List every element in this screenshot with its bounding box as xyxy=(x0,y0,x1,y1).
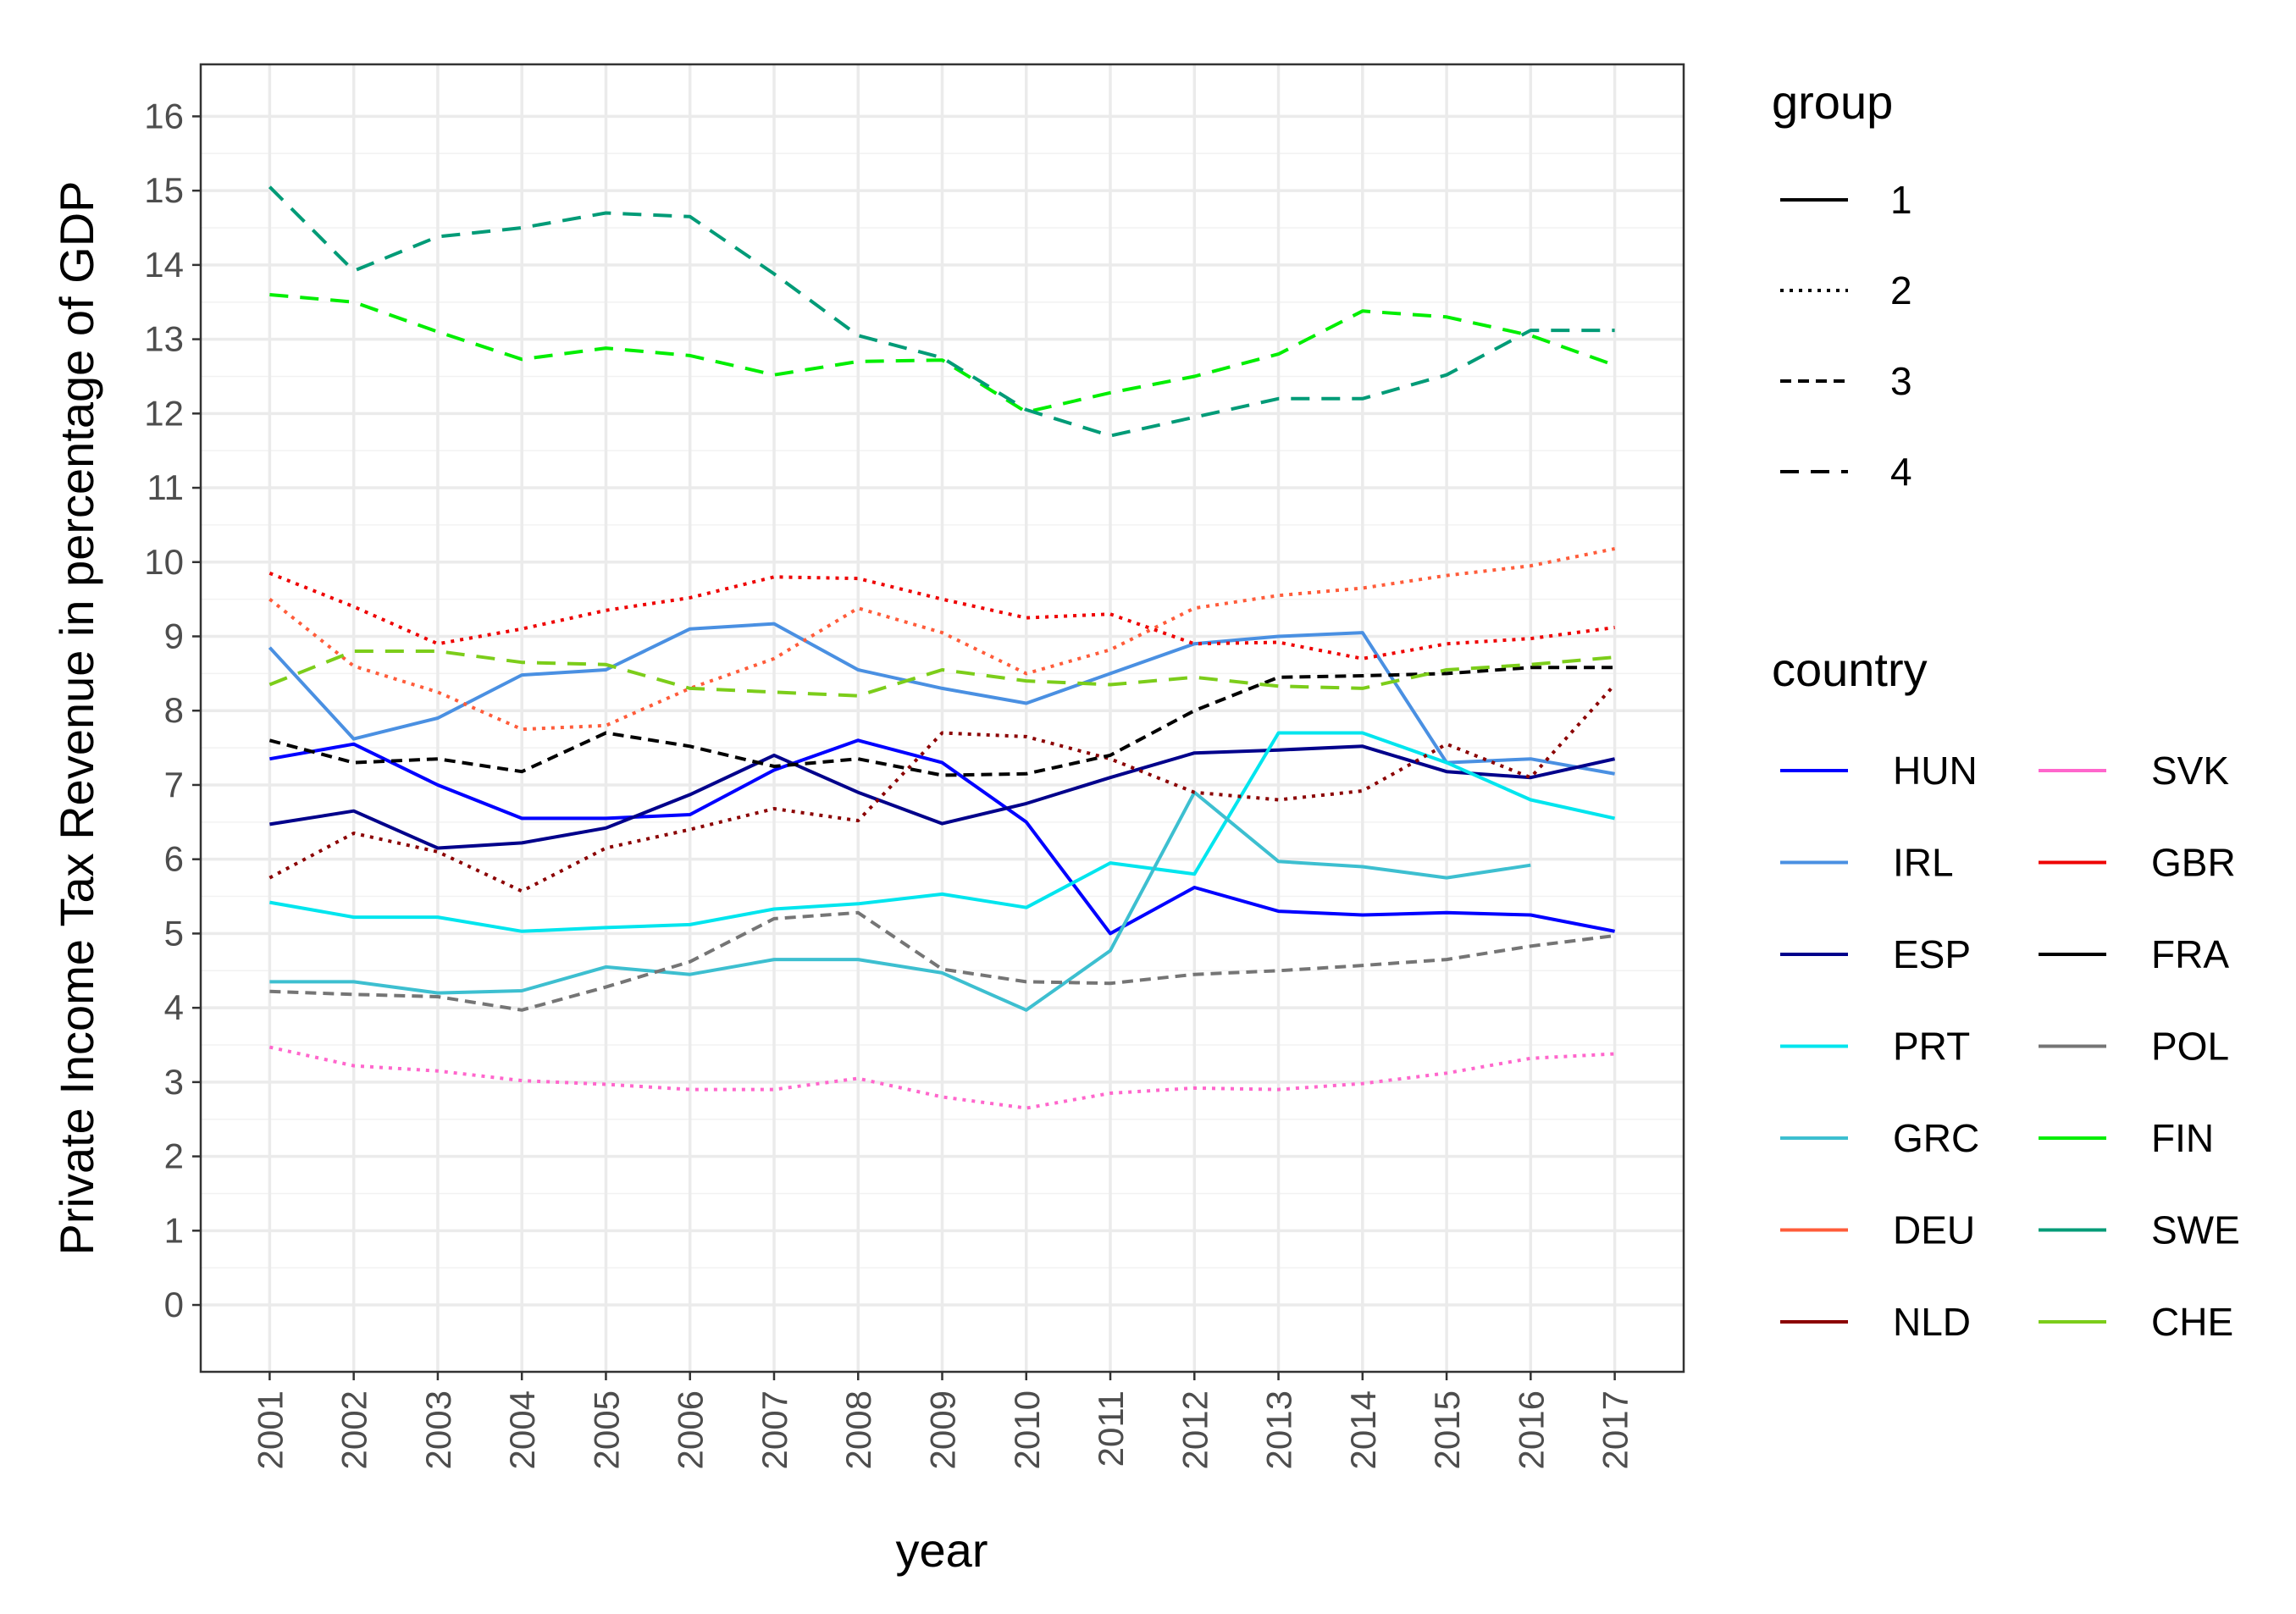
y-tick-label: 0 xyxy=(164,1285,184,1324)
legend-country: country HUN IRL ESP PRT GRC DEU NLD SVK GBR FRA PO… xyxy=(1772,643,2240,1344)
x-tick-label: 2017 xyxy=(1596,1390,1635,1469)
y-tick-label: 10 xyxy=(144,542,184,582)
series-line-che xyxy=(268,649,1615,698)
legend-country-label-nld: NLD xyxy=(1893,1300,1971,1344)
x-tick-label: 2002 xyxy=(335,1390,374,1469)
y-tick-label: 16 xyxy=(144,96,184,135)
series-line-svk xyxy=(268,1045,1615,1110)
legend-group-label-1: 1 xyxy=(1890,178,1912,222)
x-tick-label: 2013 xyxy=(1259,1390,1299,1469)
y-tick-label: 2 xyxy=(164,1136,184,1176)
y-tick-label: 6 xyxy=(164,839,184,879)
x-tick-label: 2015 xyxy=(1427,1390,1467,1469)
y-tick-label: 11 xyxy=(147,467,184,507)
y-tick-label: 8 xyxy=(164,690,184,730)
legend-country-label-pol: POL xyxy=(2151,1025,2229,1069)
y-tick-label: 9 xyxy=(164,616,184,656)
x-tick-label: 2007 xyxy=(755,1390,794,1469)
grid-major xyxy=(201,64,1684,1372)
y-tick-label: 13 xyxy=(144,319,184,359)
y-axis-title: Private Income Tax Revenue in percentage… xyxy=(50,181,103,1256)
x-tick-label: 2005 xyxy=(586,1390,626,1469)
legend-country-label-swe: SWE xyxy=(2151,1208,2240,1252)
series-line-esp xyxy=(269,744,1616,850)
x-tick-label: 2003 xyxy=(418,1390,458,1469)
y-tick-label: 14 xyxy=(144,245,184,285)
series-line-pol xyxy=(269,910,1615,1012)
y-tick-label: 3 xyxy=(164,1062,184,1102)
x-tick-label: 2010 xyxy=(1007,1390,1047,1469)
legend-country-label-esp: ESP xyxy=(1893,932,1971,976)
legend-country-label-svk: SVK xyxy=(2151,749,2229,793)
legend-country-label-grc: GRC xyxy=(1893,1116,1979,1160)
legend-country-label-prt: PRT xyxy=(1893,1025,1970,1069)
x-axis-title: year xyxy=(896,1523,988,1577)
legend-country-label-deu: DEU xyxy=(1893,1208,1975,1252)
y-tick-label: 1 xyxy=(164,1210,184,1250)
series-line-swe xyxy=(268,185,1615,438)
legend-country-label-irl: IRL xyxy=(1893,841,1954,885)
legend-country-label-che: CHE xyxy=(2151,1300,2233,1344)
series-line-fra xyxy=(268,666,1615,777)
legend-group: group 1 2 3 4 xyxy=(1772,75,1912,494)
x-tick-label: 2004 xyxy=(502,1390,542,1469)
series-line-fin xyxy=(269,293,1616,414)
series-line-deu xyxy=(268,547,1615,732)
legend-country-title: country xyxy=(1772,643,1928,696)
legend-country-label-hun: HUN xyxy=(1893,749,1978,793)
x-tick-label: 2009 xyxy=(923,1390,963,1469)
series-line-nld xyxy=(268,683,1617,893)
legend-group-label-3: 3 xyxy=(1890,359,1912,403)
y-tick-label: 4 xyxy=(164,987,184,1027)
x-tick-label: 2006 xyxy=(671,1390,711,1469)
series-layer xyxy=(268,185,1617,1110)
x-tick-label: 2011 xyxy=(1091,1390,1131,1467)
x-tick-label: 2012 xyxy=(1175,1390,1214,1469)
series-line-grc xyxy=(269,790,1531,1012)
series-line-hun xyxy=(269,738,1615,936)
x-axis: 2001 2002 2003 2004 2005 2006 2007 2008 2009 2010… xyxy=(250,1372,1635,1469)
y-tick-label: 5 xyxy=(164,913,184,953)
x-tick-label: 2001 xyxy=(250,1390,290,1469)
legend-group-title: group xyxy=(1772,75,1893,129)
y-tick-label: 7 xyxy=(164,765,184,804)
y-tick-label: 15 xyxy=(144,170,184,210)
legend-country-label-gbr: GBR xyxy=(2151,841,2236,885)
legend-group-label-4: 4 xyxy=(1890,450,1912,494)
series-line-prt xyxy=(269,731,1616,933)
legend-country-label-fra: FRA xyxy=(2151,932,2229,976)
legend-group-label-2: 2 xyxy=(1890,268,1912,312)
x-tick-label: 2016 xyxy=(1511,1390,1551,1469)
y-tick-label: 12 xyxy=(144,393,184,433)
x-tick-label: 2014 xyxy=(1343,1390,1383,1469)
legend-country-label-fin: FIN xyxy=(2151,1116,2214,1160)
x-tick-label: 2008 xyxy=(838,1390,878,1469)
